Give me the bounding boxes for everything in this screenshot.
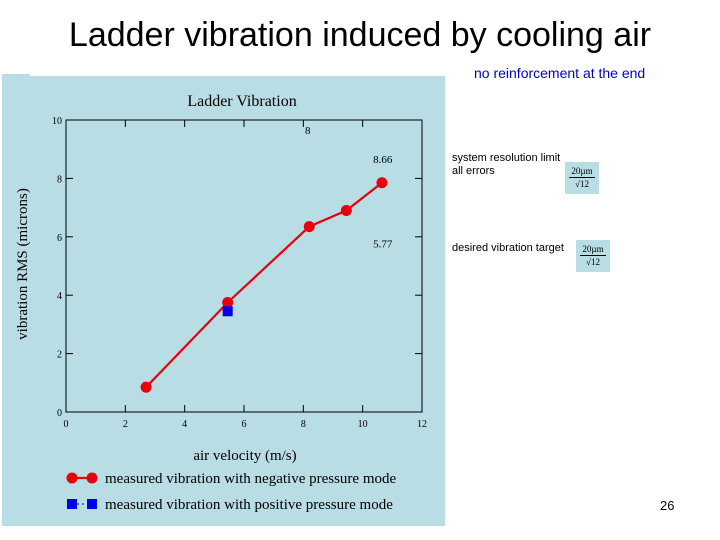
resolution-formula-denominator: √12 xyxy=(575,179,589,189)
x-tick-label: 8 xyxy=(301,419,306,430)
x-tick-label: 0 xyxy=(64,419,69,430)
y-tick-label: 8 xyxy=(57,174,62,185)
data-point-negative xyxy=(376,177,388,189)
legend-marker-negative xyxy=(86,472,98,484)
x-tick-label: 10 xyxy=(358,419,368,430)
legend-label-2: measured vibration with positive pressur… xyxy=(105,497,393,513)
slide-subtitle: no reinforcement at the end xyxy=(474,65,646,81)
series-group xyxy=(140,177,388,393)
chart-annotation: 8 xyxy=(305,125,311,137)
fraction-bar xyxy=(580,255,606,256)
y-tick-label: 4 xyxy=(57,291,62,302)
y-tick-label: 2 xyxy=(57,350,62,361)
x-tick-label: 6 xyxy=(242,419,247,430)
data-point-negative xyxy=(222,297,234,308)
target-formula-numerator: 20µm xyxy=(582,244,604,254)
data-point-negative xyxy=(340,205,352,217)
legend-marker-positive xyxy=(67,499,77,509)
x-tick-label: 4 xyxy=(182,419,187,430)
fraction-bar xyxy=(569,177,595,178)
resolution-formula-numerator: 20µm xyxy=(571,166,593,176)
y-tick-label: 6 xyxy=(57,233,62,244)
chart-annotation: 5.77 xyxy=(373,239,393,251)
plot-frame xyxy=(65,119,423,413)
legend-marker-positive xyxy=(87,499,97,509)
data-point-negative xyxy=(140,381,152,393)
y-tick-label: 0 xyxy=(57,408,62,419)
resolution-note: system resolution limit all errors xyxy=(452,152,560,178)
target-formula: 20µm √12 xyxy=(576,240,610,272)
y-tick-label: 10 xyxy=(52,116,62,127)
y-axis-label: vibration RMS (microns) xyxy=(15,188,31,340)
resolution-note-line2: all errors xyxy=(452,165,495,177)
chart-annotation: 8.66 xyxy=(373,154,393,166)
data-point-negative xyxy=(303,221,315,233)
legend-marker-negative xyxy=(66,472,78,484)
legend: measured vibration with negative pressur… xyxy=(66,471,397,513)
x-tick-label: 12 xyxy=(417,419,427,430)
page-number: 26 xyxy=(660,498,675,513)
x-axis-label: air velocity (m/s) xyxy=(193,448,296,464)
resolution-formula: 20µm √12 xyxy=(565,162,599,194)
annotations-group: 8 8.66 5.77 xyxy=(305,125,393,250)
chart-title: Ladder Vibration xyxy=(187,93,296,110)
slide-title: Ladder vibration induced by cooling air xyxy=(68,16,652,54)
target-formula-denominator: √12 xyxy=(586,257,600,267)
resolution-note-line1: system resolution limit xyxy=(452,152,561,164)
data-point-positive xyxy=(222,306,233,317)
axes-group: 0 2 4 6 8 10 12 0 2 4 6 8 10 xyxy=(52,116,427,430)
x-tick-label: 2 xyxy=(123,419,128,430)
legend-label-1: measured vibration with negative pressur… xyxy=(105,471,397,487)
target-note: desired vibration target xyxy=(452,242,564,254)
